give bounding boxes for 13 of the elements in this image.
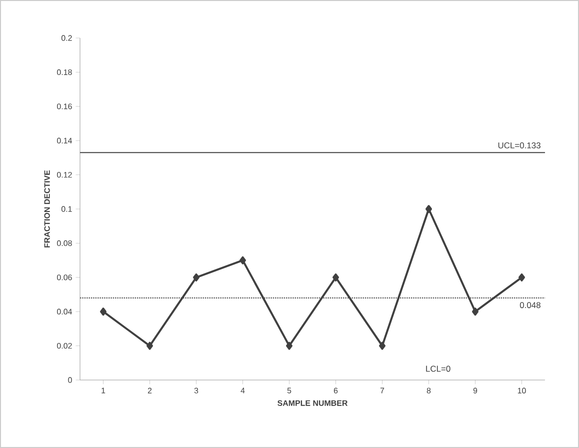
point <box>146 342 153 350</box>
point <box>332 273 339 282</box>
ref-line-label: 0.048 <box>520 302 540 308</box>
point <box>100 308 106 316</box>
ref-line-label: UCL=0.133 <box>498 142 540 148</box>
point <box>472 308 478 316</box>
point <box>426 205 432 213</box>
point <box>240 256 246 264</box>
point <box>286 342 292 350</box>
point <box>518 273 525 282</box>
point <box>193 273 200 282</box>
annotation: LCL=0 <box>426 366 450 372</box>
point <box>379 342 386 350</box>
